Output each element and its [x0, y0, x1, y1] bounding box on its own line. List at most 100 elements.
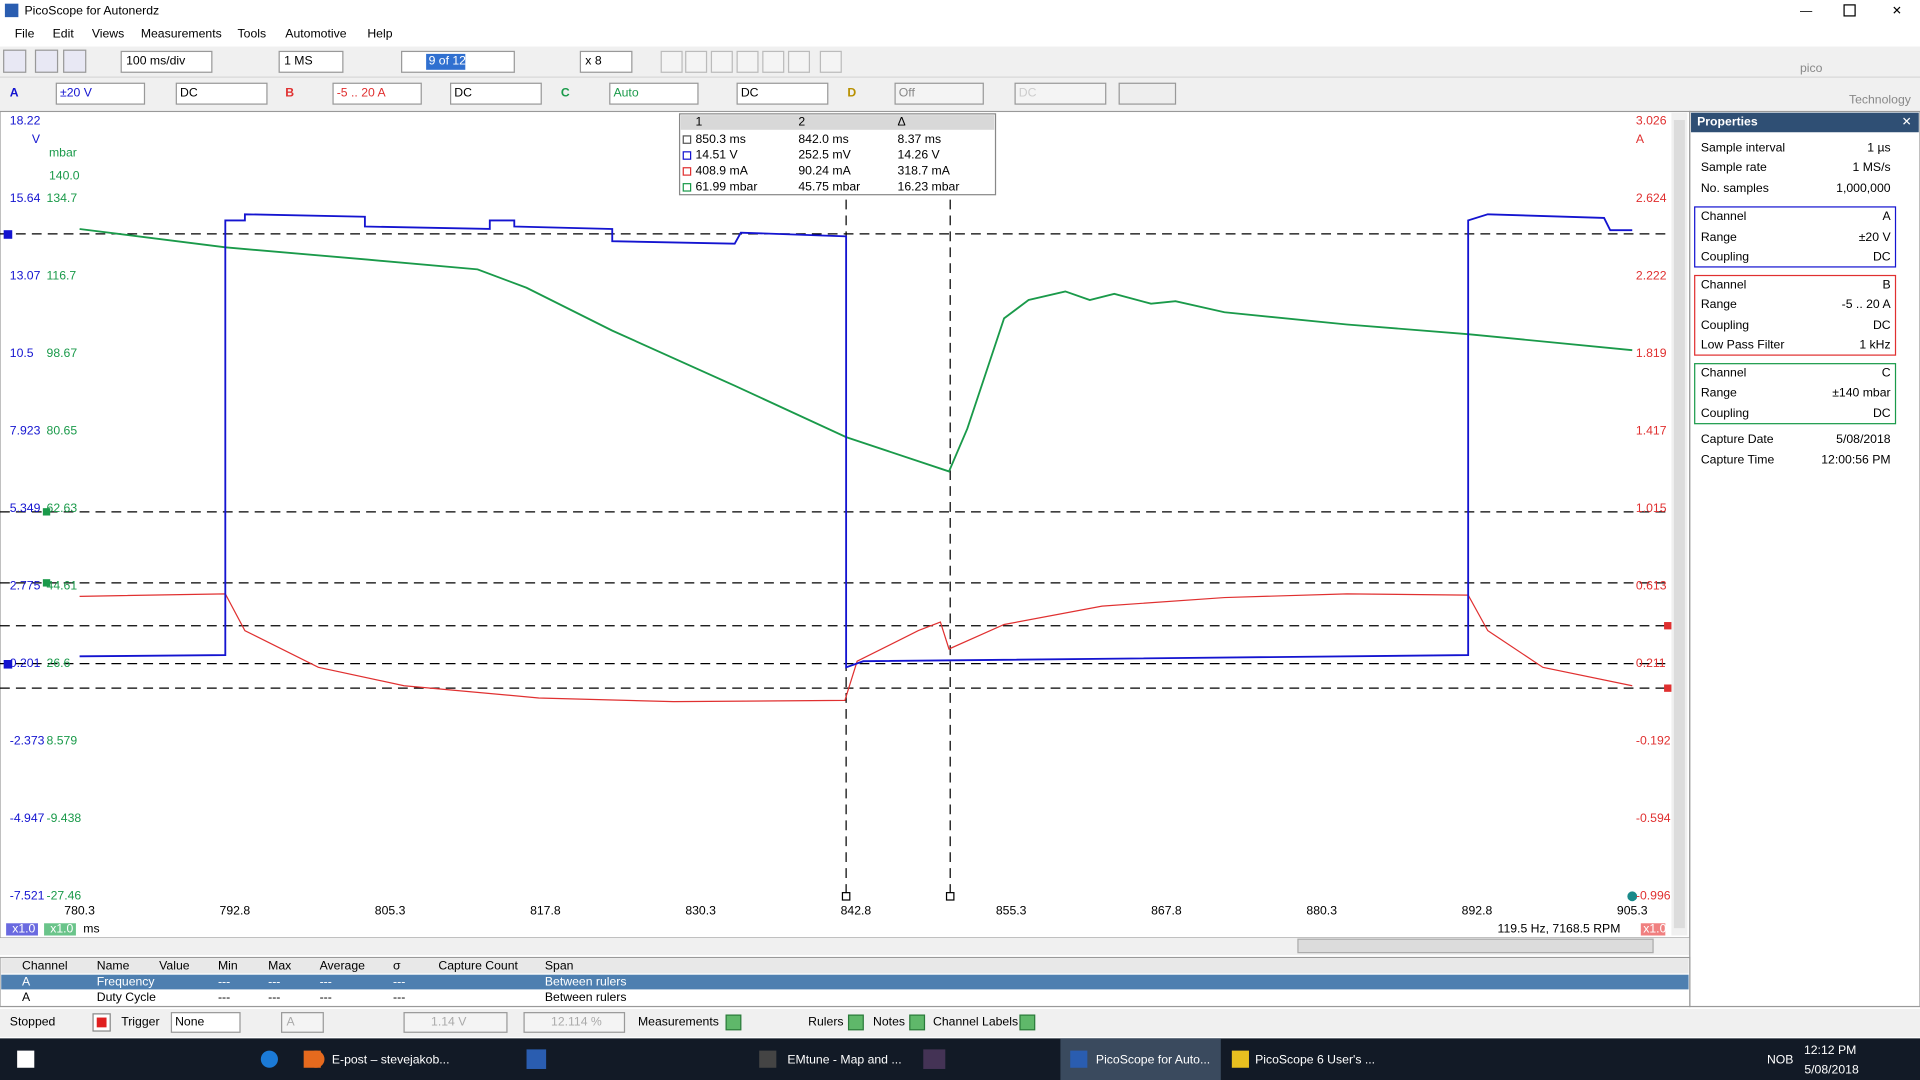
measurement-cell[interactable]: --- [393, 974, 405, 988]
measurement-cell[interactable]: A [22, 974, 31, 988]
coupling-box[interactable] [736, 82, 829, 105]
tool-button[interactable] [736, 50, 759, 73]
language[interactable]: NOB [1767, 1053, 1794, 1067]
app-icon[interactable] [526, 1049, 547, 1069]
coupling-box[interactable] [175, 82, 268, 105]
range-box[interactable] [609, 82, 699, 105]
trigger-channel-box[interactable] [281, 1012, 324, 1033]
clock-time[interactable]: 12:12 PM [1804, 1043, 1856, 1057]
coupling-box[interactable] [450, 82, 542, 105]
channel-c-marker[interactable] [42, 508, 51, 516]
samples-box[interactable] [278, 50, 344, 73]
tool-button[interactable] [762, 50, 785, 73]
measurement-cell[interactable]: Frequency [97, 974, 156, 988]
channel-range[interactable]: Auto [613, 85, 638, 99]
task-icon[interactable] [759, 1050, 777, 1068]
channel-coupling[interactable]: DC [1019, 85, 1037, 99]
measurement-cell[interactable]: Between rulers [545, 974, 627, 988]
toolbar-icon[interactable] [725, 1014, 742, 1031]
measurement-cell[interactable]: --- [218, 974, 230, 988]
channel-b-marker[interactable] [1664, 684, 1672, 692]
trigger-mode-box[interactable] [170, 1012, 241, 1033]
tool-button[interactable] [819, 50, 842, 73]
measurement-cell[interactable]: --- [320, 990, 332, 1004]
range-box[interactable] [55, 82, 146, 105]
task-item[interactable]: PicoScope 6 User's ... [1255, 1053, 1375, 1067]
maximize[interactable] [1843, 4, 1856, 17]
chip-b[interactable] [1640, 923, 1666, 936]
measurement-cell[interactable]: --- [393, 990, 405, 1004]
toolbar-icon[interactable] [847, 1014, 864, 1031]
toolbar-icon[interactable] [909, 1014, 926, 1031]
measurement-cell[interactable]: --- [268, 974, 280, 988]
channel-a-marker[interactable] [3, 230, 13, 239]
task-item[interactable]: EMtune - Map and ... [787, 1053, 901, 1067]
menu-item[interactable]: Help [367, 27, 392, 41]
task-icon[interactable] [1231, 1050, 1249, 1068]
channel-range[interactable]: ±20 V [60, 85, 93, 99]
channel-coupling[interactable]: DC [180, 85, 198, 99]
v-scroll-thumb[interactable] [1673, 120, 1685, 929]
measurement-cell[interactable]: A [22, 990, 31, 1004]
close-panel[interactable]: ✕ [1902, 115, 1912, 129]
start-button[interactable] [17, 1050, 35, 1068]
channel-range[interactable]: -5 .. 20 A [337, 85, 387, 99]
selected-row[interactable] [1, 974, 1689, 990]
measurement-cell[interactable]: --- [218, 990, 230, 1004]
trigger-mode[interactable]: None [175, 1015, 204, 1029]
menu-item[interactable]: File [15, 27, 35, 41]
ruler-handle[interactable] [945, 892, 955, 901]
task-icon[interactable] [303, 1050, 321, 1068]
h-scroll-thumb[interactable] [1297, 938, 1654, 954]
range-box[interactable] [894, 82, 984, 105]
edge-icon[interactable] [260, 1050, 278, 1068]
menu-item[interactable]: Measurements [141, 27, 222, 41]
tool-button[interactable] [660, 50, 683, 73]
h-scrollbar[interactable] [0, 937, 1690, 956]
clock-date[interactable]: 5/08/2018 [1804, 1062, 1859, 1076]
channel-label[interactable]: C [561, 85, 570, 99]
tool-button[interactable] [63, 49, 87, 73]
toolbar-label[interactable]: Channel Labels [933, 1015, 1018, 1029]
channel-a-marker[interactable] [3, 660, 13, 669]
measurement-cell[interactable]: Duty Cycle [97, 990, 156, 1004]
zoom-origin[interactable] [1627, 891, 1638, 902]
channel-coupling[interactable]: DC [741, 85, 759, 99]
app-icon[interactable] [923, 1049, 946, 1069]
coupling-box[interactable] [1014, 82, 1107, 105]
task-item[interactable]: E-post – stevejakob... [332, 1053, 450, 1067]
toolbar-label[interactable]: Notes [873, 1015, 905, 1029]
tool-button[interactable] [787, 50, 810, 73]
channel-range[interactable]: Off [899, 85, 916, 99]
channel-c-marker[interactable] [42, 579, 51, 587]
menu-item[interactable]: Views [92, 27, 124, 41]
menu-item[interactable]: Automotive [285, 27, 346, 41]
pre-trigger-box[interactable] [523, 1012, 626, 1033]
tool-button[interactable] [3, 49, 27, 73]
task-icon[interactable] [1070, 1050, 1088, 1068]
channel-label[interactable]: A [10, 85, 19, 99]
zoom-box[interactable] [579, 50, 633, 73]
measurement-cell[interactable]: --- [268, 990, 280, 1004]
timebase-box[interactable] [120, 50, 213, 73]
channel-label[interactable]: B [285, 85, 294, 99]
measurement-cell[interactable]: --- [320, 974, 332, 988]
toolbar-label[interactable]: Measurements [638, 1015, 719, 1029]
chip-c[interactable] [44, 923, 76, 936]
toolbar-label[interactable]: Rulers [808, 1015, 843, 1029]
trigger-level-box[interactable] [403, 1012, 508, 1033]
toolbar-icon[interactable] [1019, 1014, 1036, 1031]
tool-button[interactable] [34, 49, 59, 73]
channel-b-marker[interactable] [1664, 622, 1672, 630]
tool-button[interactable] [710, 50, 733, 73]
measurement-cell[interactable]: Between rulers [545, 990, 627, 1004]
task-item[interactable]: PicoScope for Auto... [1096, 1053, 1210, 1067]
channel-label[interactable]: D [847, 85, 856, 99]
channel-coupling[interactable]: DC [454, 85, 472, 99]
tool-button[interactable] [685, 50, 708, 73]
ruler-handle[interactable] [841, 892, 851, 901]
close[interactable]: ✕ [1892, 3, 1902, 17]
minimize[interactable]: — [1800, 3, 1813, 17]
buffer[interactable]: 9 of 12 [429, 53, 467, 67]
color-button[interactable] [1118, 82, 1177, 105]
